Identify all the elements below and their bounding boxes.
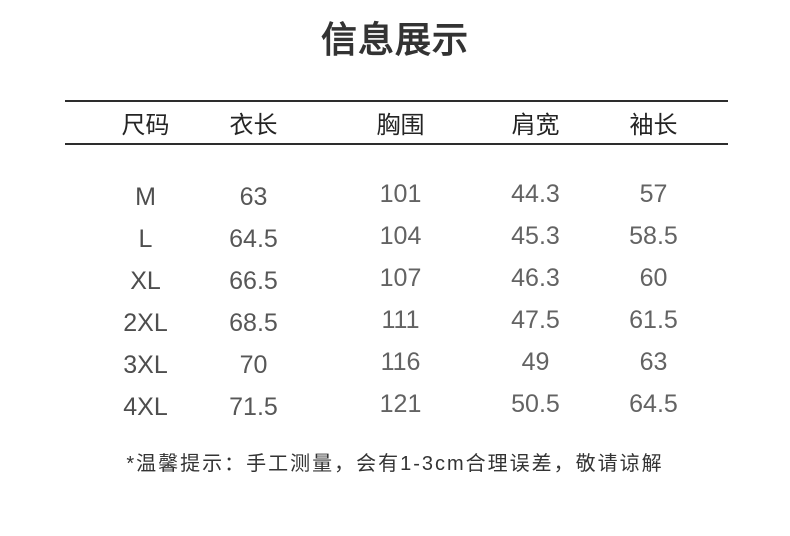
- chest-cell: 111: [381, 305, 420, 334]
- size-cell: 2XL: [123, 308, 168, 337]
- shoulder-cell: 45.3: [511, 221, 560, 250]
- size-cell: M: [135, 182, 156, 211]
- shoulder-cell: 47.5: [511, 305, 560, 334]
- sleeve-cell: 58.5: [629, 221, 678, 250]
- column-header-sleeve: 袖长: [629, 112, 678, 139]
- sleeve-cell: 57: [639, 179, 668, 208]
- table-row: XL 66.5 107 46.3 60: [65, 260, 728, 302]
- shoulder-cell: 50.5: [511, 389, 560, 418]
- size-cell: 4XL: [123, 392, 168, 421]
- sleeve-cell: 63: [639, 347, 668, 376]
- column-header-size: 尺码: [121, 112, 170, 139]
- sleeve-cell: 60: [639, 263, 668, 292]
- shoulder-cell: 44.3: [511, 179, 560, 208]
- length-cell: 66.5: [229, 266, 278, 295]
- table-header-row: 尺码 衣长 胸围 肩宽 袖长: [65, 100, 728, 145]
- table-row: 3XL 70 116 49 63: [65, 344, 728, 386]
- chest-cell: 116: [380, 347, 421, 376]
- column-header-chest: 胸围: [376, 112, 425, 139]
- length-cell: 63: [239, 182, 268, 211]
- sleeve-cell: 61.5: [629, 305, 678, 334]
- size-table: 尺码 衣长 胸围 肩宽 袖长 M 63 101 44.3 57 L 64.5 1…: [65, 100, 728, 428]
- chest-cell: 107: [379, 263, 422, 292]
- size-cell: XL: [130, 266, 161, 295]
- size-cell: L: [138, 224, 153, 253]
- size-cell: 3XL: [123, 350, 168, 379]
- table-row: M 63 101 44.3 57: [65, 176, 728, 218]
- column-header-shoulder: 肩宽: [511, 112, 560, 139]
- table-row: L 64.5 104 45.3 58.5: [65, 218, 728, 260]
- chest-cell: 104: [379, 221, 422, 250]
- shoulder-cell: 49: [521, 347, 550, 376]
- shoulder-cell: 46.3: [511, 263, 560, 292]
- length-cell: 68.5: [229, 308, 278, 337]
- chest-cell: 121: [379, 389, 422, 418]
- table-body: M 63 101 44.3 57 L 64.5 104 45.3 58.5 XL…: [65, 176, 728, 428]
- column-header-length: 衣长: [229, 112, 278, 139]
- table-row: 2XL 68.5 111 47.5 61.5: [65, 302, 728, 344]
- table-row: 4XL 71.5 121 50.5 64.5: [65, 386, 728, 428]
- length-cell: 64.5: [229, 224, 278, 253]
- page-title: 信息展示: [320, 19, 469, 60]
- measurement-note: *温馨提示：手工测量，会有1-3cm合理误差，敬请谅解: [126, 453, 664, 475]
- length-cell: 70: [239, 350, 268, 379]
- chest-cell: 101: [379, 179, 422, 208]
- length-cell: 71.5: [229, 392, 278, 421]
- sleeve-cell: 64.5: [629, 389, 678, 418]
